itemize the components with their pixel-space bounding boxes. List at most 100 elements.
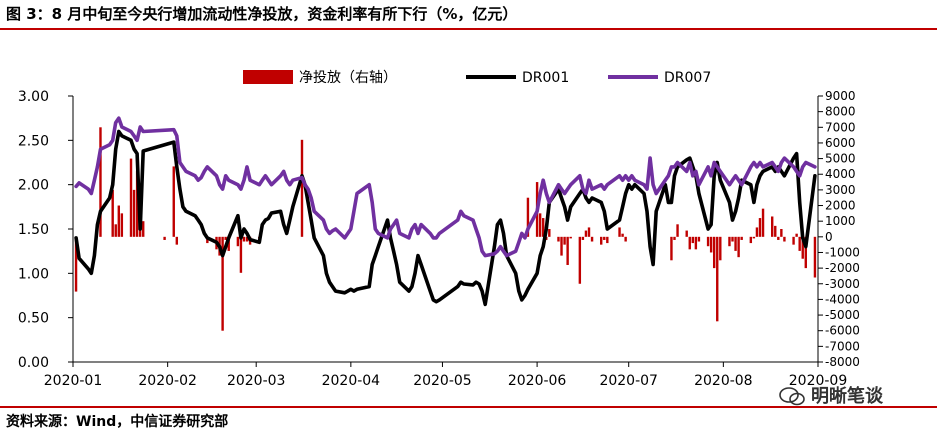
net-injection-bar <box>709 236 713 253</box>
x-tick-label: 2020-06 <box>508 373 567 389</box>
left-tick-label: 1.50 <box>18 222 49 238</box>
x-tick-label: 2020-03 <box>227 373 286 389</box>
rate-lines <box>74 116 817 307</box>
legend: 净投放（右轴） DR001 DR007 <box>243 70 711 86</box>
right-tick-label: -4000 <box>825 292 860 306</box>
net-injection-bar <box>755 227 759 237</box>
net-injection-bar <box>606 236 609 244</box>
x-tick-label: 2020-01 <box>44 373 103 389</box>
right-tick-label: 4000 <box>825 167 856 181</box>
top-rule <box>0 28 937 30</box>
net-injection-bar <box>132 189 136 237</box>
left-tick-label: 2.00 <box>18 178 49 194</box>
net-injection-bar <box>798 236 801 251</box>
net-injection-bar <box>673 236 676 240</box>
figure-title: 图 3：8 月中旬至今央行增加流动性净投放，资金利率有所下行（%，亿元） <box>6 5 518 23</box>
right-tick-label: 3000 <box>825 183 856 197</box>
net-injection-bar <box>142 221 145 237</box>
watermark: 明晰笔谈 <box>779 385 884 407</box>
right-tick-label: -8000 <box>825 355 860 369</box>
net-injection-bar <box>224 236 227 240</box>
net-injection-bar <box>795 233 798 237</box>
right-tick-label: -5000 <box>825 308 860 322</box>
net-injection-bar <box>676 224 679 237</box>
net-injection-bar <box>563 236 566 245</box>
net-injection-bar <box>716 236 719 322</box>
net-injection-bar <box>771 216 774 237</box>
net-injection-bar <box>227 236 230 251</box>
right-tick-label: 6000 <box>825 136 856 150</box>
left-tick-label: 1.00 <box>18 266 49 282</box>
net-injection-bar <box>691 236 695 244</box>
net-injection-bar <box>587 227 591 237</box>
right-tick-label: -1000 <box>825 245 860 259</box>
net-injection-bar <box>172 166 175 237</box>
net-injection-bar <box>117 205 120 237</box>
x-tick-label: 2020-09 <box>789 373 848 389</box>
right-tick-label: -2000 <box>825 261 860 275</box>
left-tick-label: 3.00 <box>18 89 49 105</box>
net-injection-bar <box>74 236 78 292</box>
net-injection-bar <box>542 218 545 237</box>
chart: 净投放（右轴） DR001 DR007 0.00 0.50 1.00 1.50 2.00 2.… <box>18 70 860 389</box>
net-injection-bar <box>804 236 807 269</box>
right-tick-label: 8000 <box>825 105 856 119</box>
net-injection-bar <box>749 236 753 244</box>
left-tick-label: 2.50 <box>18 133 49 149</box>
net-injection-bar <box>603 236 606 240</box>
net-injection-bar <box>761 208 765 237</box>
net-injection-bar <box>737 236 740 258</box>
net-injection-bar <box>557 236 560 242</box>
axes: 0.00 0.50 1.00 1.50 2.00 2.50 3.00 -8000 -7000-6… <box>18 89 860 389</box>
net-injection-bar <box>783 236 786 242</box>
net-injection-bar <box>712 236 716 269</box>
right-tick-label: 7000 <box>825 120 856 134</box>
right-tick-label: -3000 <box>825 277 860 291</box>
right-tick-label: -6000 <box>825 324 860 338</box>
net-injection-bar <box>569 236 572 239</box>
net-injection-bar <box>163 236 166 240</box>
net-injection-bar <box>578 236 582 284</box>
net-injection-bar <box>236 236 240 247</box>
net-injection-bar <box>120 213 124 237</box>
net-injection-bar <box>670 236 673 261</box>
net-injection-bar <box>780 229 783 237</box>
right-tick-label: 2000 <box>825 199 856 213</box>
net-injection-bar <box>526 197 530 237</box>
dr007-line <box>74 116 817 258</box>
right-tick-label: 1000 <box>825 214 856 228</box>
legend-label: DR007 <box>664 70 711 86</box>
net-injection-bar <box>801 236 804 259</box>
net-injection-bar <box>239 236 243 273</box>
net-injection-bar <box>560 236 563 256</box>
net-injection-bar <box>99 127 102 237</box>
net-injection-bar <box>731 236 734 242</box>
net-injection-bar <box>777 236 780 240</box>
right-tick-label: 9000 <box>825 89 856 103</box>
net-injection-bar <box>706 236 710 247</box>
net-injection-bar <box>590 236 594 242</box>
net-injection-bar <box>300 139 304 237</box>
net-injection-bar <box>584 230 588 237</box>
net-injection-bar <box>719 236 722 261</box>
net-injection-bar <box>618 227 621 237</box>
net-injection-bar <box>728 236 731 247</box>
net-injection-bar <box>175 236 179 245</box>
net-injection-bar <box>242 236 246 242</box>
right-tick-label: 0 <box>825 230 833 244</box>
bottom-rule <box>0 406 937 408</box>
legend-label: 净投放（右轴） <box>299 70 397 86</box>
net-injection-bar <box>566 236 569 265</box>
watermark-text: 明晰笔谈 <box>811 385 884 407</box>
net-injection-bar <box>694 236 698 250</box>
left-tick-label: 0.00 <box>18 355 49 371</box>
x-tick-label: 2020-02 <box>138 373 197 389</box>
legend-bar-swatch <box>243 70 293 84</box>
net-injection-bar <box>111 189 114 237</box>
net-injection-bar <box>245 236 249 242</box>
dr001-line <box>74 129 817 307</box>
net-injection-bar <box>129 158 133 237</box>
net-injection-bar <box>734 236 737 251</box>
legend-label: DR001 <box>522 70 569 86</box>
x-tick-label: 2020-08 <box>694 373 753 389</box>
